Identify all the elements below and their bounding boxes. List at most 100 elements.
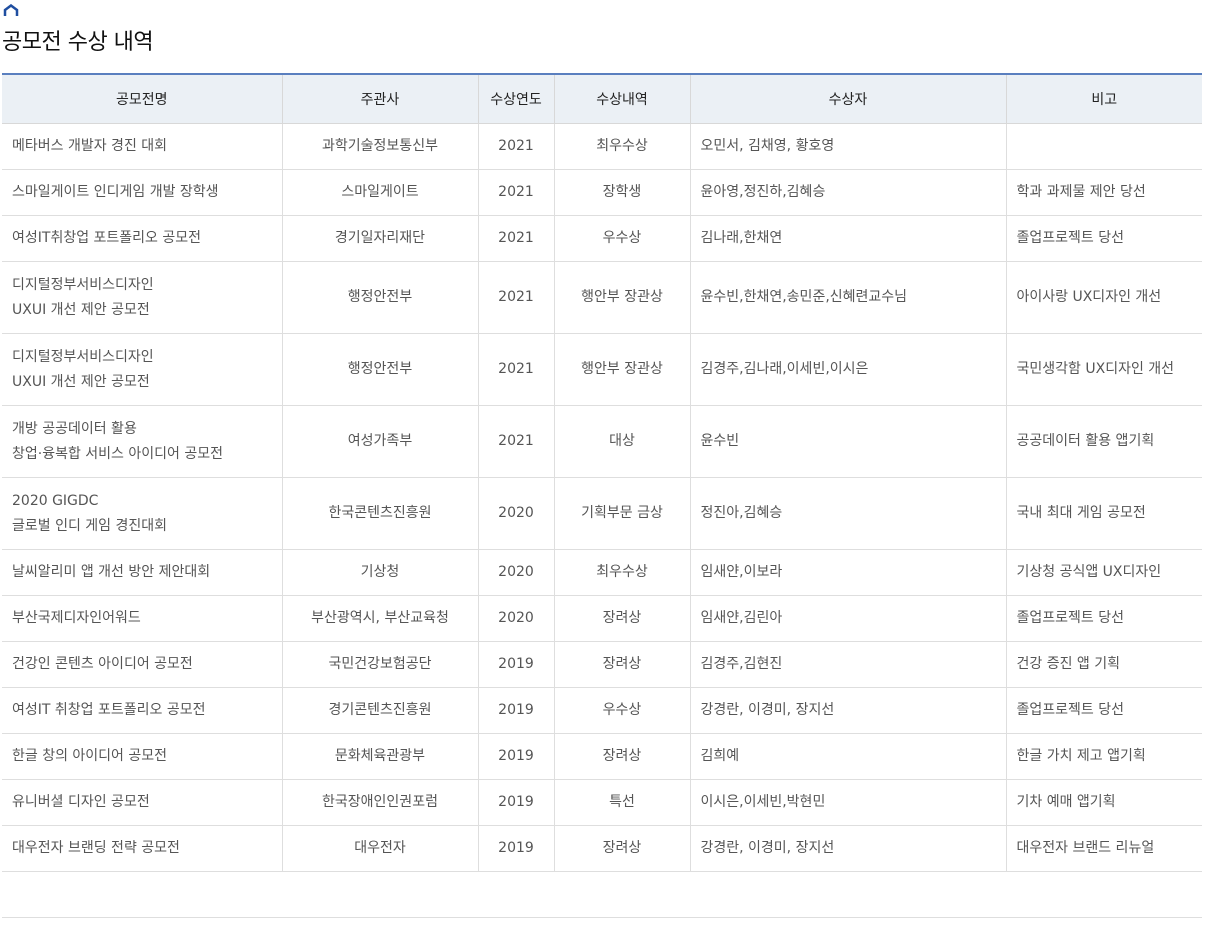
cell-year: 2019 bbox=[477, 733, 555, 780]
cell-contest: 스마일게이트 인디게임 개발 장학생 bbox=[2, 169, 283, 216]
contest-name-line: 메타버스 개발자 경진 대회 bbox=[12, 138, 168, 154]
cell-note bbox=[1005, 123, 1202, 170]
cell-note: 대우전자 브랜드 리뉴얼 bbox=[1005, 825, 1202, 872]
contest-name-line: 여성IT 취창업 포트폴리오 공모전 bbox=[12, 702, 206, 718]
cell-year: 2021 bbox=[477, 123, 555, 170]
table-row: 디지털정부서비스디자인 UXUI 개선 제안 공모전 행정안전부 2021 행안부 장관… bbox=[2, 333, 1202, 406]
cell-org: 과학기술정보통신부 bbox=[281, 123, 479, 170]
home-icon[interactable] bbox=[3, 4, 19, 18]
cell-winners: 임새얀,김린아 bbox=[689, 595, 1007, 642]
cell-winners: 김경주,김나래,이세빈,이시은 bbox=[689, 333, 1007, 406]
cell-award: 최우수상 bbox=[553, 549, 691, 596]
cell-org: 경기일자리재단 bbox=[281, 215, 479, 262]
cell-award: 장학생 bbox=[553, 169, 691, 216]
header-organizer: 주관사 bbox=[281, 74, 479, 124]
cell-org: 국민건강보험공단 bbox=[281, 641, 479, 688]
cell-note: 건강 증진 앱 기획 bbox=[1005, 641, 1202, 688]
cell-winners: 정진아,김혜승 bbox=[689, 477, 1007, 550]
table-row: 한글 창의 아이디어 공모전 문화체육관광부 2019 장려상 김희예 한글 가치 제고 … bbox=[2, 733, 1202, 780]
cell-winners: 오민서, 김채영, 황호영 bbox=[689, 123, 1007, 170]
cell-contest: 개방 공공데이터 활용 창업·융복합 서비스 아이디어 공모전 bbox=[2, 405, 283, 478]
cell-contest: 여성IT취창업 포트폴리오 공모전 bbox=[2, 215, 283, 262]
cell-award: 특선 bbox=[553, 779, 691, 826]
cell-org: 대우전자 bbox=[281, 825, 479, 872]
cell-award: 최우수상 bbox=[553, 123, 691, 170]
cell-contest: 메타버스 개발자 경진 대회 bbox=[2, 123, 283, 170]
contest-name-line: 유니버셜 디자인 공모전 bbox=[12, 794, 150, 810]
cell-winners: 김희예 bbox=[689, 733, 1007, 780]
contest-name-line: UXUI 개선 제안 공모전 bbox=[12, 301, 150, 318]
cell-note: 학과 과제물 제안 당선 bbox=[1005, 169, 1202, 216]
contest-name-line: 건강인 콘텐츠 아이디어 공모전 bbox=[12, 656, 193, 672]
contest-name-line: 날씨알리미 앱 개선 방안 제안대회 bbox=[12, 564, 211, 580]
cell-contest: 날씨알리미 앱 개선 방안 제안대회 bbox=[2, 549, 283, 596]
cell-year: 2019 bbox=[477, 779, 555, 826]
cell-note: 졸업프로젝트 당선 bbox=[1005, 215, 1202, 262]
cell-contest: 디지털정부서비스디자인 UXUI 개선 제안 공모전 bbox=[2, 261, 283, 334]
cell-note: 기상청 공식앱 UX디자인 bbox=[1005, 549, 1202, 596]
header-award: 수상내역 bbox=[553, 74, 691, 124]
cell-award: 대상 bbox=[553, 405, 691, 478]
cell-contest: 건강인 콘텐츠 아이디어 공모전 bbox=[2, 641, 283, 688]
table-header-row: 공모전명 주관사 수상연도 수상내역 수상자 비고 bbox=[2, 74, 1202, 124]
cell-award: 장려상 bbox=[553, 641, 691, 688]
header-note: 비고 bbox=[1005, 74, 1202, 124]
cell-year: 2021 bbox=[477, 405, 555, 478]
table-row: 스마일게이트 인디게임 개발 장학생 스마일게이트 2021 장학생 윤아영,정진하,김… bbox=[2, 169, 1202, 216]
cell-note: 졸업프로젝트 당선 bbox=[1005, 687, 1202, 734]
cell-note: 아이사랑 UX디자인 개선 bbox=[1005, 261, 1202, 334]
table-row: 대우전자 브랜딩 전략 공모전 대우전자 2019 장려상 강경란, 이경미, 장지선 대… bbox=[2, 825, 1202, 872]
cell-award: 장려상 bbox=[553, 595, 691, 642]
table-row: 메타버스 개발자 경진 대회 과학기술정보통신부 2021 최우수상 오민서, 김채영,… bbox=[2, 123, 1202, 170]
bottom-divider bbox=[2, 917, 1202, 918]
cell-org: 여성가족부 bbox=[281, 405, 479, 478]
cell-winners: 윤수빈,한채연,송민준,신혜련교수님 bbox=[689, 261, 1007, 334]
contest-name-line: 창업·융복합 서비스 아이디어 공모전 bbox=[12, 445, 223, 462]
awards-table: 공모전명 주관사 수상연도 수상내역 수상자 비고 메타버스 개발자 경진 대회… bbox=[2, 73, 1202, 872]
cell-note: 국민생각함 UX디자인 개선 bbox=[1005, 333, 1202, 406]
table-row: 2020 GIGDC 글로벌 인디 게임 경진대회 한국콘텐츠진흥원 2020 기획부문… bbox=[2, 477, 1202, 550]
table-row: 여성IT 취창업 포트폴리오 공모전 경기콘텐츠진흥원 2019 우수상 강경란, 이경… bbox=[2, 687, 1202, 734]
contest-name-line: UXUI 개선 제안 공모전 bbox=[12, 373, 150, 390]
cell-org: 기상청 bbox=[281, 549, 479, 596]
cell-year: 2021 bbox=[477, 333, 555, 406]
header-winners: 수상자 bbox=[689, 74, 1007, 124]
cell-year: 2021 bbox=[477, 261, 555, 334]
cell-org: 경기콘텐츠진흥원 bbox=[281, 687, 479, 734]
cell-year: 2019 bbox=[477, 687, 555, 734]
cell-year: 2020 bbox=[477, 549, 555, 596]
cell-winners: 윤아영,정진하,김혜승 bbox=[689, 169, 1007, 216]
cell-award: 장려상 bbox=[553, 825, 691, 872]
contest-name-line: 디지털정부서비스디자인 bbox=[12, 276, 154, 293]
contest-name-line: 디지털정부서비스디자인 bbox=[12, 348, 154, 365]
cell-year: 2020 bbox=[477, 595, 555, 642]
table-row: 건강인 콘텐츠 아이디어 공모전 국민건강보험공단 2019 장려상 김경주,김현진 건강… bbox=[2, 641, 1202, 688]
cell-contest: 대우전자 브랜딩 전략 공모전 bbox=[2, 825, 283, 872]
cell-org: 행정안전부 bbox=[281, 261, 479, 334]
cell-contest: 여성IT 취창업 포트폴리오 공모전 bbox=[2, 687, 283, 734]
table-row: 여성IT취창업 포트폴리오 공모전 경기일자리재단 2021 우수상 김나래,한채연 졸업… bbox=[2, 215, 1202, 262]
cell-award: 행안부 장관상 bbox=[553, 333, 691, 406]
cell-note: 졸업프로젝트 당선 bbox=[1005, 595, 1202, 642]
cell-winners: 임새얀,이보라 bbox=[689, 549, 1007, 596]
cell-year: 2020 bbox=[477, 477, 555, 550]
cell-winners: 강경란, 이경미, 장지선 bbox=[689, 687, 1007, 734]
cell-year: 2021 bbox=[477, 215, 555, 262]
cell-org: 한국장애인인권포럼 bbox=[281, 779, 479, 826]
contest-name-line: 대우전자 브랜딩 전략 공모전 bbox=[12, 840, 180, 856]
cell-winners: 윤수빈 bbox=[689, 405, 1007, 478]
contest-name-line: 부산국제디자인어워드 bbox=[12, 610, 141, 626]
cell-winners: 이시은,이세빈,박현민 bbox=[689, 779, 1007, 826]
cell-contest: 한글 창의 아이디어 공모전 bbox=[2, 733, 283, 780]
table-row: 디지털정부서비스디자인 UXUI 개선 제안 공모전 행정안전부 2021 행안부 장관… bbox=[2, 261, 1202, 334]
cell-org: 문화체육관광부 bbox=[281, 733, 479, 780]
cell-award: 우수상 bbox=[553, 215, 691, 262]
cell-contest: 디지털정부서비스디자인 UXUI 개선 제안 공모전 bbox=[2, 333, 283, 406]
contest-name-line: 여성IT취창업 포트폴리오 공모전 bbox=[12, 230, 202, 246]
cell-org: 스마일게이트 bbox=[281, 169, 479, 216]
cell-year: 2019 bbox=[477, 825, 555, 872]
contest-name-line: 2020 GIGDC bbox=[12, 492, 99, 509]
cell-award: 장려상 bbox=[553, 733, 691, 780]
page-title: 공모전 수상 내역 bbox=[2, 30, 154, 55]
cell-contest: 2020 GIGDC 글로벌 인디 게임 경진대회 bbox=[2, 477, 283, 550]
